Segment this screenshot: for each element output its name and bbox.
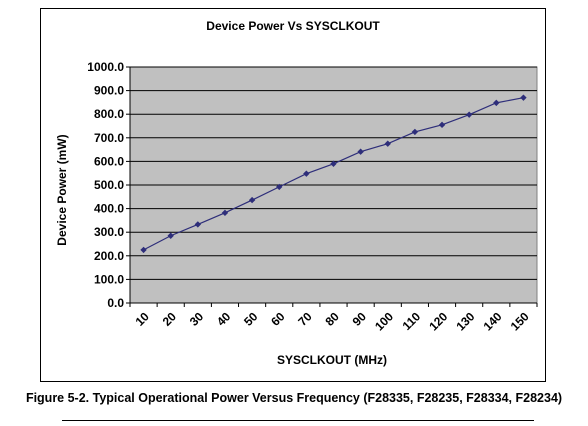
data-point: [167, 232, 174, 239]
data-point: [357, 148, 364, 155]
x-tick-label: 40: [214, 309, 234, 329]
data-point: [303, 170, 310, 177]
x-tick-label: 140: [481, 309, 505, 333]
y-tick-label: 200.0: [94, 249, 124, 263]
y-tick-label: 300.0: [94, 225, 124, 239]
x-tick-label: 100: [372, 309, 396, 333]
x-tick-label: 70: [295, 309, 315, 329]
y-tick-label: 800.0: [94, 107, 124, 121]
y-tick-label: 900.0: [94, 84, 124, 98]
caption-divider: [62, 420, 534, 421]
data-point: [221, 209, 229, 217]
data-point: [520, 94, 527, 101]
y-tick-label: 1000.0: [87, 60, 124, 74]
figure-caption: Figure 5-2. Typical Operational Power Ve…: [25, 391, 563, 405]
x-tick-label: 80: [322, 309, 342, 329]
data-point: [493, 99, 500, 107]
data-point: [194, 221, 202, 228]
x-tick-label: 20: [160, 309, 180, 329]
data-point: [465, 111, 473, 118]
x-tick-label: 60: [268, 309, 288, 329]
y-tick-label: 100.0: [94, 272, 124, 286]
y-tick-label: 600.0: [94, 154, 124, 168]
x-tick-label: 120: [426, 309, 450, 333]
y-axis-label: Device Power (mW): [55, 134, 69, 245]
x-tick-label: 10: [133, 309, 153, 329]
x-tick-label: 150: [508, 309, 532, 333]
chart-title: Device Power Vs SYSCLKOUT: [206, 19, 380, 33]
data-point: [384, 140, 391, 147]
x-tick-label: 30: [187, 309, 207, 329]
data-point: [248, 196, 256, 204]
x-axis-label: SYSCLKOUT (MHz): [277, 353, 387, 367]
y-tick-label: 500.0: [94, 178, 124, 192]
data-point: [330, 160, 337, 167]
x-tick-label: 50: [241, 309, 261, 329]
data-point: [276, 183, 283, 191]
y-tick-label: 700.0: [94, 131, 124, 145]
x-tick-label: 110: [400, 309, 424, 333]
x-tick-label: 90: [350, 309, 370, 329]
x-tick-label: 130: [453, 309, 477, 333]
data-point: [438, 121, 446, 129]
data-point: [140, 246, 147, 254]
data-point: [411, 128, 419, 136]
y-tick-label: 400.0: [94, 202, 124, 216]
y-tick-label: 0.0: [107, 296, 124, 310]
